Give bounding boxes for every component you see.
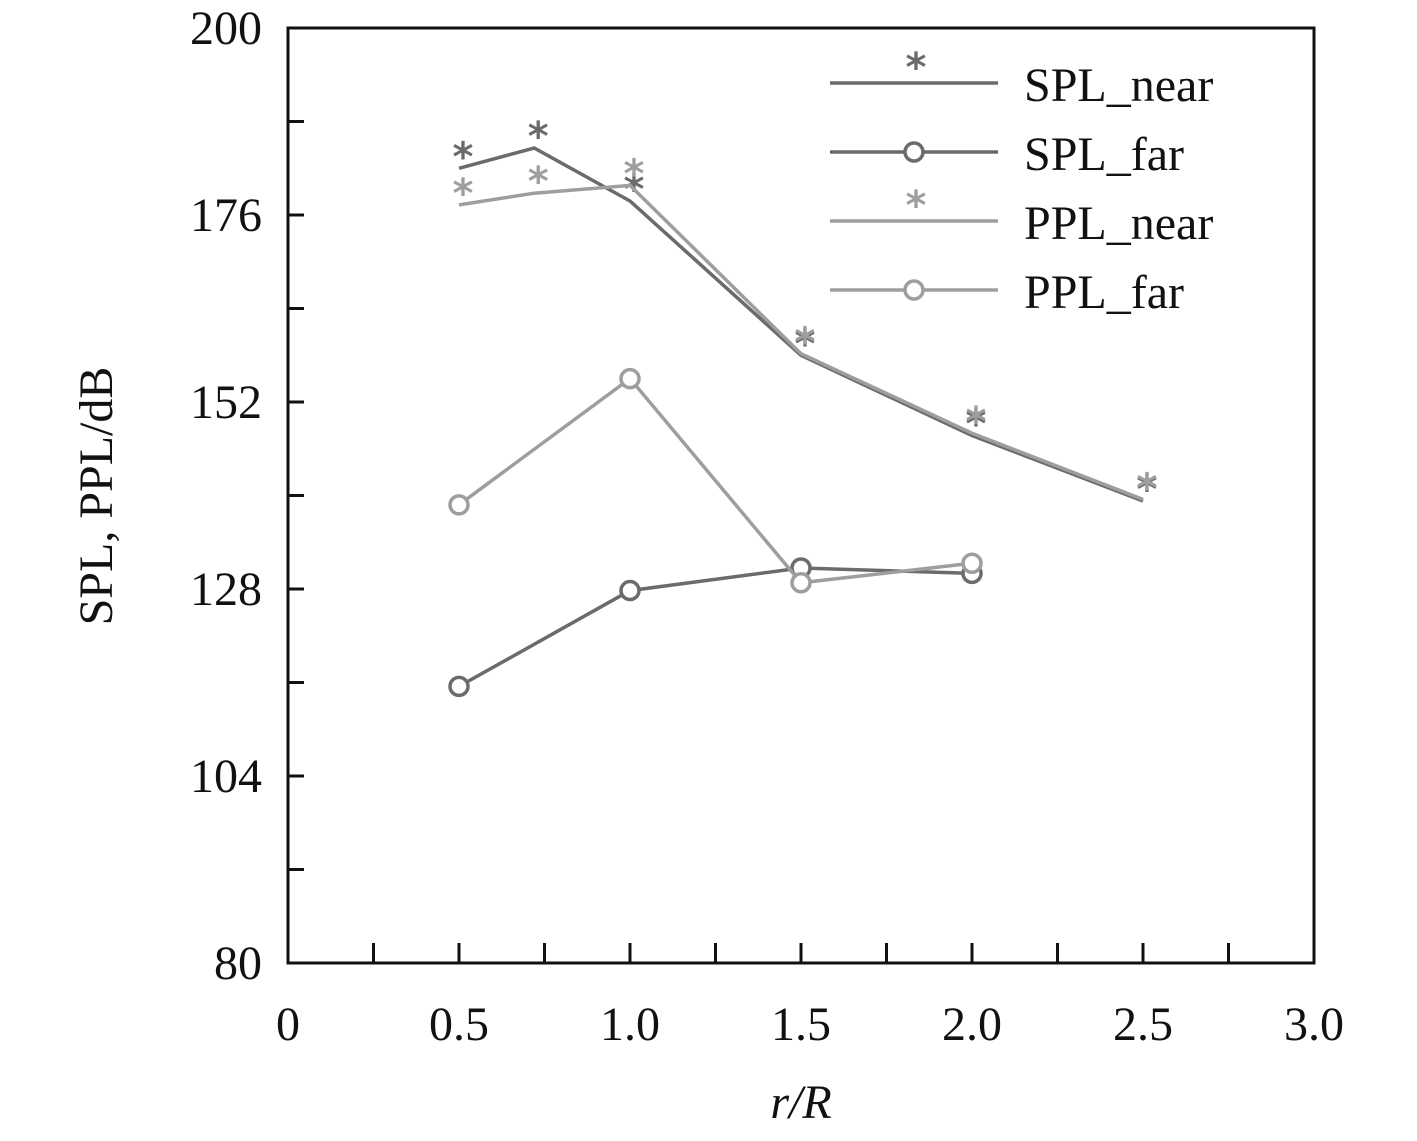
series-layer: * ****** * **** [448,114,1158,698]
y-tick-label: 104 [190,750,262,803]
legend-marker [903,279,925,301]
data-point [619,367,641,390]
x-tick-label: 3.0 [1284,998,1344,1051]
y-axis-label: SPL, PPL/dB [70,367,123,626]
y-tick-label: 200 [190,2,262,55]
axis-ticks: 0 0.5 1.0 1.5 2.0 2.5 3.0 80 104 128 152 176 200 [190,2,1344,1051]
series-line [457,376,973,585]
series-line [458,146,1144,503]
y-tick-label: 152 [190,376,262,429]
data-point [961,552,983,575]
legend-label: PPL_near [1024,197,1213,250]
data-point: * [624,151,645,197]
data-point [619,579,641,602]
x-tick-label: 1.0 [600,998,660,1051]
legend: * SPL_near SPL_far * PPL_near PPL_far [830,45,1213,319]
data-point: * [966,399,987,445]
data-point: * [795,321,816,367]
legend-label: SPL_far [1024,128,1184,181]
data-point: * [453,134,474,180]
x-tick-label: 2.5 [1113,998,1173,1051]
series-line [458,566,973,688]
legend-marker: * [906,183,927,229]
x-tick-label: 0 [276,998,300,1051]
data-point: * [1137,465,1158,511]
x-tick-label: 2.0 [942,998,1002,1051]
data-point: * [453,171,474,217]
data-point: * [1137,467,1158,513]
y-tick-label: 128 [190,563,262,616]
y-tick-label: 176 [190,189,262,242]
data-point: * [795,320,816,366]
x-tick-label: 1.5 [771,998,831,1051]
y-tick-label: 80 [214,937,262,990]
legend-label: SPL_near [1024,59,1213,112]
data-point [448,675,470,698]
legend-label: PPL_far [1024,266,1184,319]
legend-marker [903,141,925,163]
x-tick-label: 0.5 [429,998,489,1051]
data-point: * [528,159,549,205]
data-point: * [528,114,549,160]
legend-marker: * [906,45,927,91]
series-line [458,183,1144,502]
data-point [790,572,812,594]
x-axis-label: r/R [770,1076,831,1129]
data-point [448,494,470,516]
